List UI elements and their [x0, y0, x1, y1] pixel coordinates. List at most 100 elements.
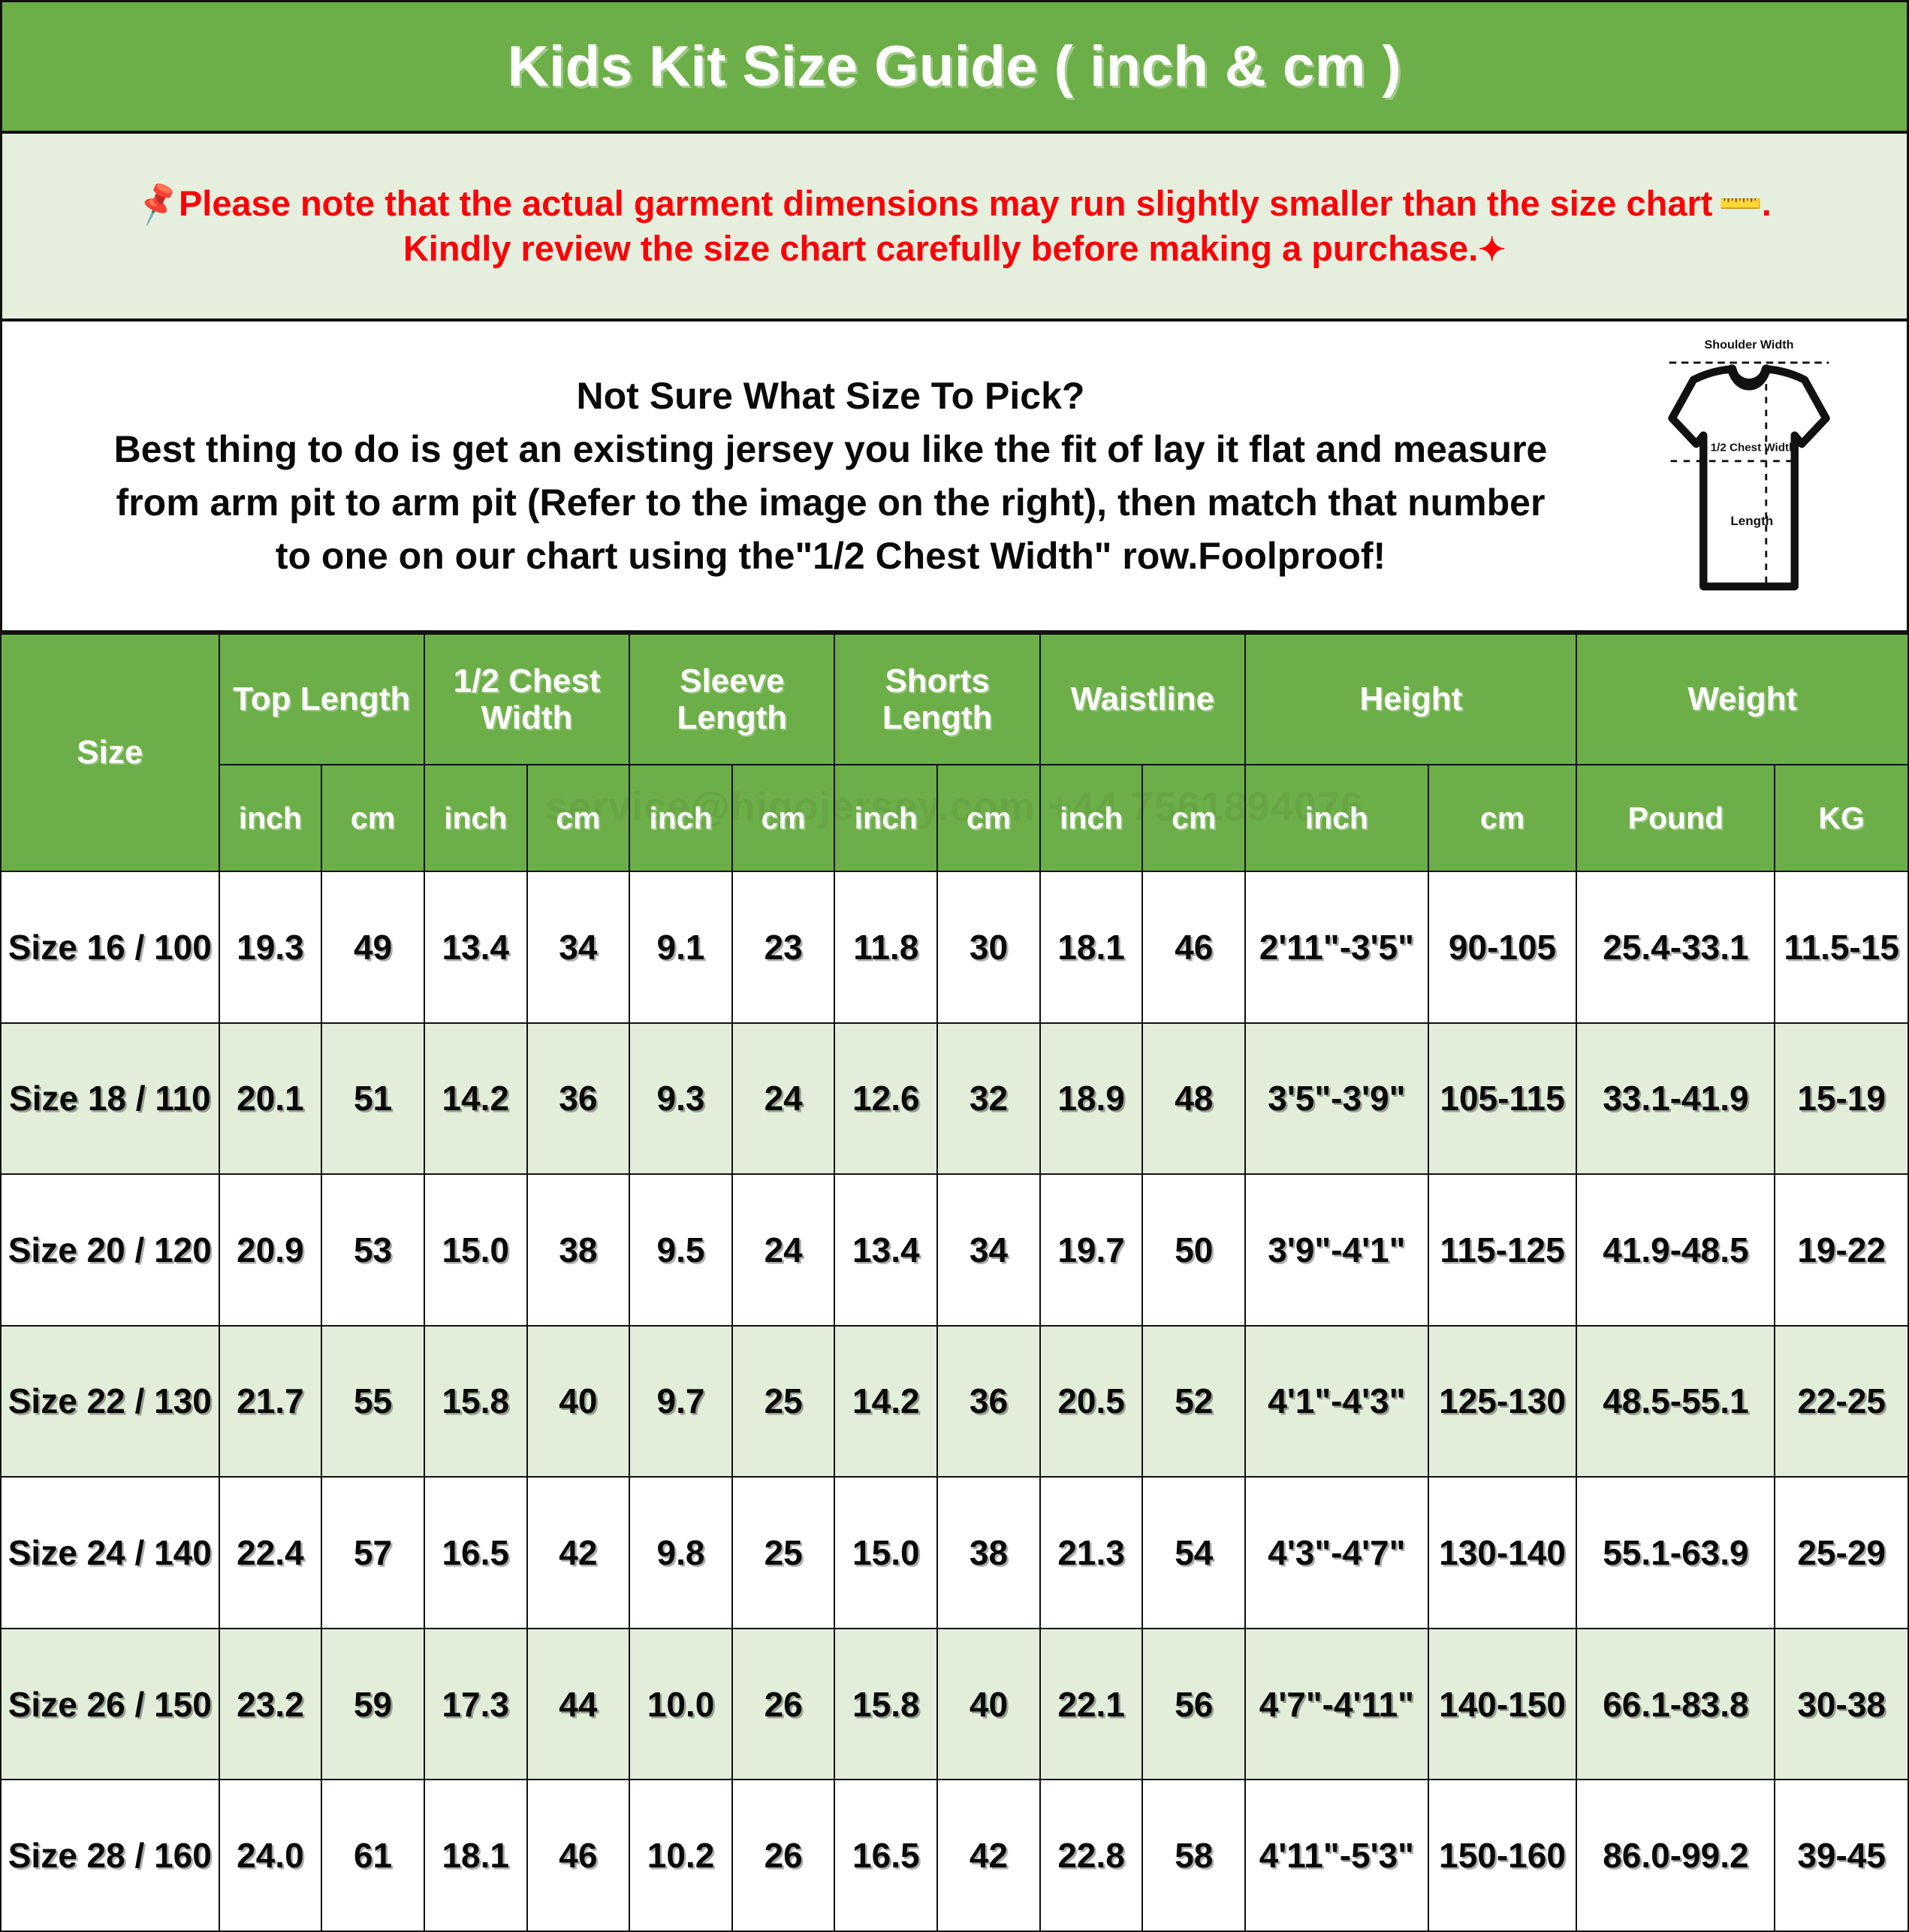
unit-top-length-inch: inch	[218, 764, 323, 872]
cell-value: 3'9"-4'1"	[1244, 1173, 1429, 1327]
shoulder-width-label: Shoulder Width	[1705, 338, 1794, 352]
cell-value: 10.0	[629, 1627, 733, 1781]
cell-value: 16.5	[423, 1476, 528, 1629]
cell-size: Size 26 / 150	[0, 1627, 220, 1781]
cell-value: 150-160	[1427, 1779, 1578, 1932]
table-row: Size 28 / 160 24.0 61 18.1 46 10.2 26 16.5 42 22.…	[0, 1779, 1909, 1932]
half-chest-width-label: 1/2 Chest Width	[1711, 441, 1796, 454]
cell-value: 30	[936, 871, 1041, 1024]
cell-value: 86.0-99.2	[1576, 1779, 1776, 1932]
unit-height-cm: cm	[1427, 764, 1578, 872]
cell-value: 52	[1141, 1324, 1247, 1478]
cell-value: 21.3	[1039, 1476, 1144, 1629]
cell-value: 23.2	[218, 1627, 323, 1781]
cell-value: 140-150	[1427, 1627, 1578, 1781]
cell-value: 23	[731, 871, 836, 1024]
cell-size: Size 22 / 130	[0, 1324, 220, 1478]
ruler-icon: 📏	[1714, 177, 1768, 230]
table-head: Size Top Length 1/2 Chest Width Sleeve L…	[0, 633, 1909, 872]
cell-value: 11.8	[834, 871, 939, 1024]
cell-value: 26	[731, 1627, 836, 1781]
cell-value: 19.7	[1039, 1173, 1144, 1327]
cell-value: 18.9	[1039, 1022, 1144, 1176]
cell-value: 46	[1141, 871, 1247, 1024]
cell-value: 42	[526, 1476, 631, 1629]
cell-value: 9.1	[629, 871, 733, 1024]
cell-value: 2'11"-3'5"	[1244, 871, 1429, 1024]
cell-value: 9.8	[629, 1476, 733, 1629]
cell-value: 61	[321, 1779, 425, 1932]
cell-value: 125-130	[1427, 1324, 1578, 1478]
cell-value: 15-19	[1774, 1022, 1909, 1176]
note-line-1: 📌Please note that the actual garment dim…	[132, 177, 1772, 230]
unit-top-length-cm: cm	[321, 764, 425, 872]
cell-value: 4'11"-5'3"	[1244, 1779, 1429, 1932]
cell-value: 18.1	[1039, 871, 1144, 1024]
cell-value: 32	[936, 1022, 1041, 1176]
group-header-row: Size Top Length 1/2 Chest Width Sleeve L…	[0, 633, 1909, 872]
cell-value: 22.8	[1039, 1779, 1144, 1932]
length-label: Length	[1730, 514, 1773, 528]
cell-value: 9.5	[629, 1173, 733, 1327]
cell-value: 49	[321, 871, 425, 1024]
unit-waist-inch: inch	[1039, 764, 1144, 872]
cell-value: 53	[321, 1173, 425, 1327]
help-text-block: Not Sure What Size To Pick? Best thing t…	[2, 370, 1907, 583]
header-weight: Weight	[1576, 633, 1909, 765]
cell-value: 4'7"-4'11"	[1244, 1627, 1429, 1781]
cell-value: 4'1"-4'3"	[1244, 1324, 1429, 1478]
cell-size: Size 24 / 140	[0, 1476, 220, 1629]
cell-value: 55	[321, 1324, 425, 1478]
table-row: Size 24 / 140 22.4 57 16.5 42 9.8 25 15.0 38 21.3…	[0, 1476, 1909, 1629]
cell-value: 36	[526, 1022, 631, 1176]
title-band: Kids Kit Size Guide ( inch & cm )	[0, 0, 1909, 134]
cell-value: 46	[526, 1779, 631, 1932]
cell-value: 25	[731, 1476, 836, 1629]
table-row: Size 20 / 120 20.9 53 15.0 38 9.5 24 13.4 34 19.7…	[0, 1173, 1909, 1327]
cell-value: 115-125	[1427, 1173, 1578, 1327]
cell-value: 17.3	[423, 1627, 528, 1781]
cell-value: 40	[526, 1324, 631, 1478]
unit-weight-kg: KG	[1774, 764, 1909, 872]
help-band: Not Sure What Size To Pick? Best thing t…	[0, 321, 1909, 633]
table-row: Size 18 / 110 20.1 51 14.2 36 9.3 24 12.6 32 18.9…	[0, 1022, 1909, 1176]
cell-value: 14.2	[423, 1022, 528, 1176]
cell-value: 22-25	[1774, 1324, 1909, 1478]
cell-value: 51	[321, 1022, 425, 1176]
cell-value: 59	[321, 1627, 425, 1781]
cell-value: 36	[936, 1324, 1041, 1478]
cell-value: 14.2	[834, 1324, 939, 1478]
unit-sleeve-cm: cm	[731, 764, 836, 872]
help-heading: Not Sure What Size To Pick?	[576, 374, 1085, 417]
cell-value: 26	[731, 1779, 836, 1932]
cell-value: 39-45	[1774, 1779, 1909, 1932]
cell-value: 34	[526, 871, 631, 1024]
cell-value: 34	[936, 1173, 1041, 1327]
cell-value: 10.2	[629, 1779, 733, 1932]
cell-value: 25.4-33.1	[1576, 871, 1776, 1024]
unit-sleeve-inch: inch	[629, 764, 733, 872]
note-line-1-period: .	[1761, 183, 1772, 223]
cell-value: 42	[936, 1779, 1041, 1932]
cell-value: 21.7	[218, 1324, 323, 1478]
table-row: Size 16 / 100 19.3 49 13.4 34 9.1 23 11.8 30 18.1…	[0, 871, 1909, 1024]
cell-value: 44	[526, 1627, 631, 1781]
unit-shorts-cm: cm	[936, 764, 1041, 872]
cell-value: 40	[936, 1627, 1041, 1781]
cell-value: 13.4	[834, 1173, 939, 1327]
size-table-wrap: service@higojersey.com +44 7561894076 Si…	[0, 633, 1909, 1932]
cell-value: 105-115	[1427, 1022, 1578, 1176]
table-row: Size 26 / 150 23.2 59 17.3 44 10.0 26 15.8 40 22.…	[0, 1627, 1909, 1781]
header-waistline: Waistline	[1039, 633, 1247, 765]
unit-weight-pound: Pound	[1576, 764, 1776, 872]
note-line-2-text: Kindly review the size chart carefully b…	[403, 228, 1479, 268]
cell-value: 25-29	[1774, 1476, 1909, 1629]
pushpin-icon: 📌	[132, 178, 184, 228]
cell-value: 55.1-63.9	[1576, 1476, 1776, 1629]
header-half-chest-width: 1/2 Chest Width	[423, 633, 631, 765]
page-title: Kids Kit Size Guide ( inch & cm )	[507, 35, 1402, 98]
tshirt-diagram: Shoulder Width 1/2 Chest Width Length	[1636, 329, 1862, 614]
unit-header-row: inch cm inch cm inch cm inch cm inch cm …	[1, 764, 1909, 872]
header-top-length: Top Length	[218, 633, 425, 765]
